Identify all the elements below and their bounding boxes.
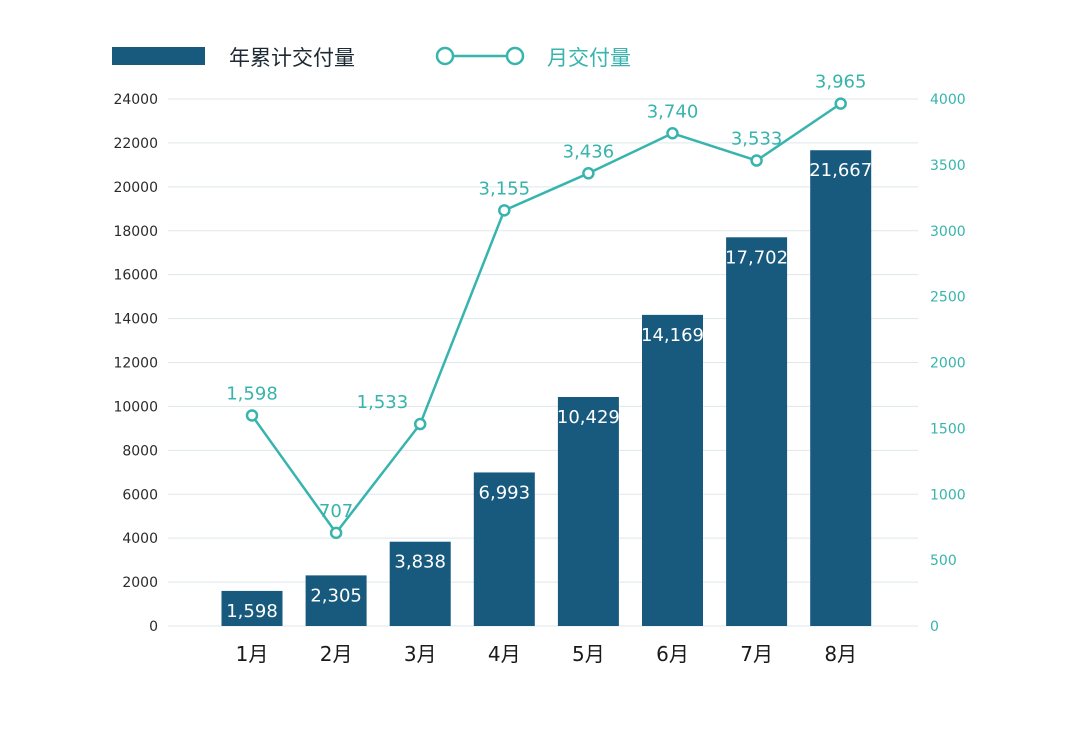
line-value-label: 3,965 [815,72,867,93]
y-right-tick-label: 500 [930,553,957,569]
line-point [245,409,259,422]
y-left-tick-label: 12000 [113,356,158,372]
x-tick-label: 4月 [488,642,521,666]
y-left-tick-label: 18000 [113,224,158,240]
y-right-tick-label: 3500 [930,158,966,174]
x-tick-label: 6月 [656,642,689,666]
y-left-tick-label: 2000 [122,575,158,591]
line-point [666,127,679,140]
bar [557,396,619,626]
y-right-tick-label: 0 [930,619,939,635]
y-right-tick-label: 2000 [930,356,966,372]
line-point [750,154,763,167]
bar [473,472,535,626]
line-value-label: 3,436 [563,141,615,162]
left-axis: 0 2000 4000 6000 8000 10000 12000 14000 16000 180… [113,92,158,635]
y-left-tick-label: 0 [149,619,158,635]
x-axis: 1月 2月 3月 4月 5月 6月 7月 8月 [236,642,857,666]
bar [221,590,283,626]
y-right-tick-label: 4000 [930,92,966,108]
grid-lines [168,98,918,627]
line-point [834,97,847,110]
line-value-label: 3,533 [731,129,783,150]
bar-value-label: 1,598 [226,601,278,622]
line-point [582,167,595,180]
bar-value-label: 17,702 [725,247,788,268]
line-value-label: 707 [319,501,353,522]
bar-value-label: 2,305 [310,585,362,606]
y-left-tick-label: 24000 [113,92,158,108]
bar [642,314,703,626]
bar-value-label: 14,169 [641,325,704,346]
y-left-tick-label: 10000 [113,399,158,415]
x-tick-label: 7月 [740,642,773,666]
line-value-label: 3,740 [647,101,699,122]
y-left-tick-label: 8000 [122,443,158,459]
x-tick-label: 1月 [236,642,269,666]
x-tick-label: 8月 [824,642,857,666]
bar-value-label: 3,838 [394,552,446,573]
bar [305,575,367,626]
y-left-tick-label: 4000 [122,531,158,547]
line-point [329,526,343,540]
x-tick-label: 2月 [320,642,353,666]
legend: 年累计交付量 月交付量 [112,46,631,70]
y-left-tick-label: 6000 [122,487,158,503]
bar-series: 1,598 2,305 3,838 6,993 10,429 14,169 17,702 21… [221,150,872,626]
line-point [413,417,427,431]
line-path [250,102,842,535]
line-series: 1,598 707 1,533 3,155 3,436 3,740 3,533 3,965 [226,72,867,540]
bar-value-label: 6,993 [479,482,531,503]
legend-bar-label: 年累计交付量 [229,46,355,70]
y-left-tick-label: 22000 [113,136,158,152]
y-right-tick-label: 1000 [930,487,966,503]
bar [810,150,872,626]
y-right-tick-label: 1500 [930,421,966,437]
legend-line-marker-right [505,46,525,66]
bar [726,237,788,626]
y-right-tick-label: 3000 [930,224,966,240]
legend-bar-swatch [112,47,205,65]
line-value-label: 3,155 [479,178,531,199]
y-left-tick-label: 20000 [113,180,158,196]
y-left-tick-label: 16000 [113,268,158,284]
bar-value-label: 21,667 [809,160,872,181]
y-right-tick-label: 2500 [930,290,966,306]
legend-line-marker-left [435,46,455,66]
x-tick-label: 3月 [404,642,437,666]
legend-line-label: 月交付量 [547,46,631,70]
right-axis: 0 500 1000 1500 2000 2500 3000 3500 4000 [930,92,966,635]
bar-value-label: 10,429 [557,407,620,428]
y-left-tick-label: 14000 [113,312,158,328]
line-value-label: 1,533 [357,392,409,413]
line-point [498,204,511,217]
bar [389,541,451,626]
x-tick-label: 5月 [572,642,605,666]
line-value-label: 1,598 [226,383,278,404]
